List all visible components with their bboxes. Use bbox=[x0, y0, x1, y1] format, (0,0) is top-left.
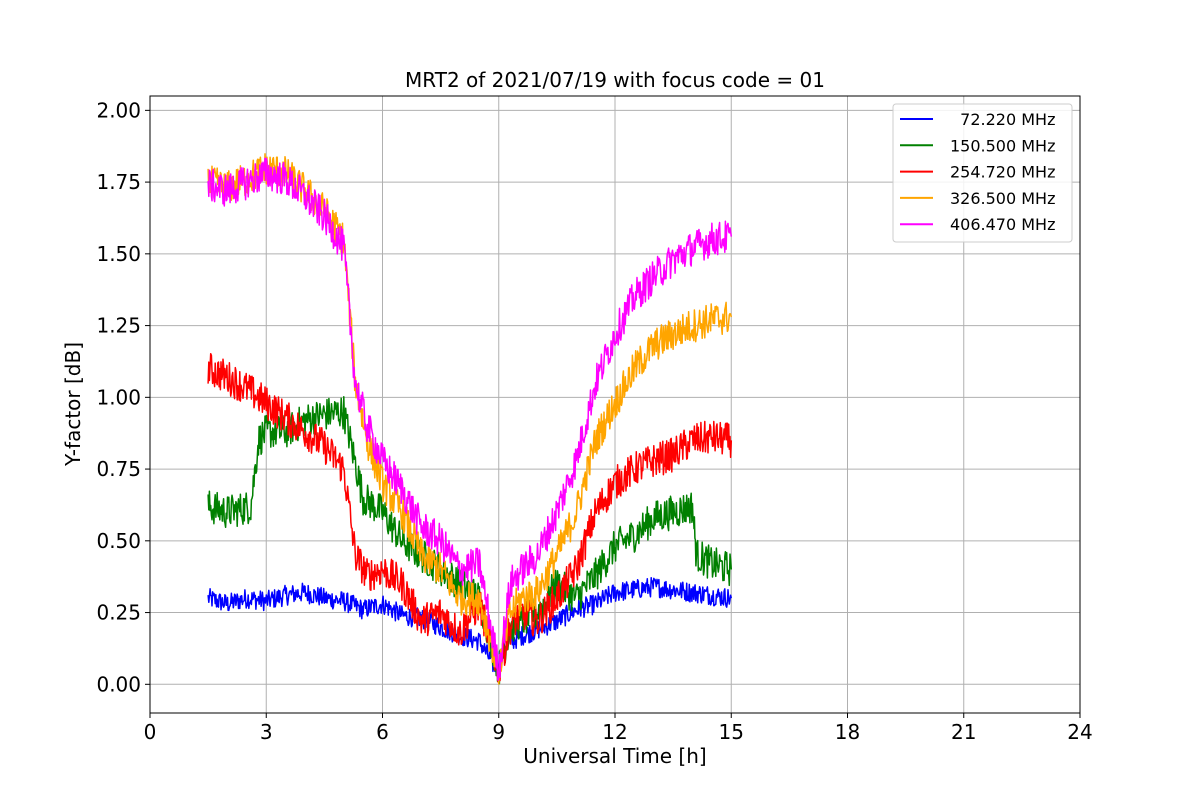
legend: 72.220 MHz 150.500 MHz 254.720 MHz 326.500 … bbox=[892, 103, 1073, 243]
x-tick-label: 21 bbox=[951, 720, 976, 744]
y-axis-label: Y-factor [dB] bbox=[61, 342, 85, 467]
legend-label: 150.500 MHz bbox=[950, 136, 1055, 155]
legend-label: 326.500 MHz bbox=[950, 189, 1055, 208]
x-axis-ticks: 0 3 6 9 12 15 18 21 24 bbox=[144, 713, 1093, 744]
x-axis-label: Universal Time [h] bbox=[523, 744, 706, 768]
x-tick-label: 18 bbox=[835, 720, 860, 744]
y-tick-label: 0.25 bbox=[96, 601, 141, 625]
series-line-0 bbox=[207, 576, 733, 673]
y-tick-label: 2.00 bbox=[96, 98, 141, 122]
x-tick-label: 15 bbox=[719, 720, 744, 744]
y-tick-label: 1.50 bbox=[96, 242, 141, 266]
x-tick-label: 9 bbox=[492, 720, 505, 744]
series-line-4 bbox=[207, 157, 733, 682]
y-tick-label: 1.25 bbox=[96, 314, 141, 338]
y-tick-label: 1.00 bbox=[96, 385, 141, 409]
x-tick-label: 12 bbox=[602, 720, 627, 744]
x-tick-label: 6 bbox=[376, 720, 389, 744]
legend-label: 254.720 MHz bbox=[950, 163, 1055, 182]
legend-box bbox=[892, 103, 1073, 243]
x-tick-label: 24 bbox=[1067, 720, 1092, 744]
y-tick-label: 0.75 bbox=[96, 457, 141, 481]
x-tick-label: 3 bbox=[260, 720, 273, 744]
series-layer bbox=[207, 153, 733, 685]
y-tick-label: 1.75 bbox=[96, 170, 141, 194]
y-axis-ticks: 0.00 0.25 0.50 0.75 1.00 1.25 1.50 1.75 2.00 bbox=[96, 98, 150, 696]
chart-title: MRT2 of 2021/07/19 with focus code = 01 bbox=[405, 68, 825, 92]
x-tick-label: 0 bbox=[144, 720, 157, 744]
legend-label: 72.220 MHz bbox=[950, 110, 1055, 129]
series-line-2 bbox=[207, 352, 733, 683]
legend-label: 406.470 MHz bbox=[950, 215, 1055, 234]
y-tick-label: 0.00 bbox=[96, 672, 141, 696]
y-tick-label: 0.50 bbox=[96, 529, 141, 553]
